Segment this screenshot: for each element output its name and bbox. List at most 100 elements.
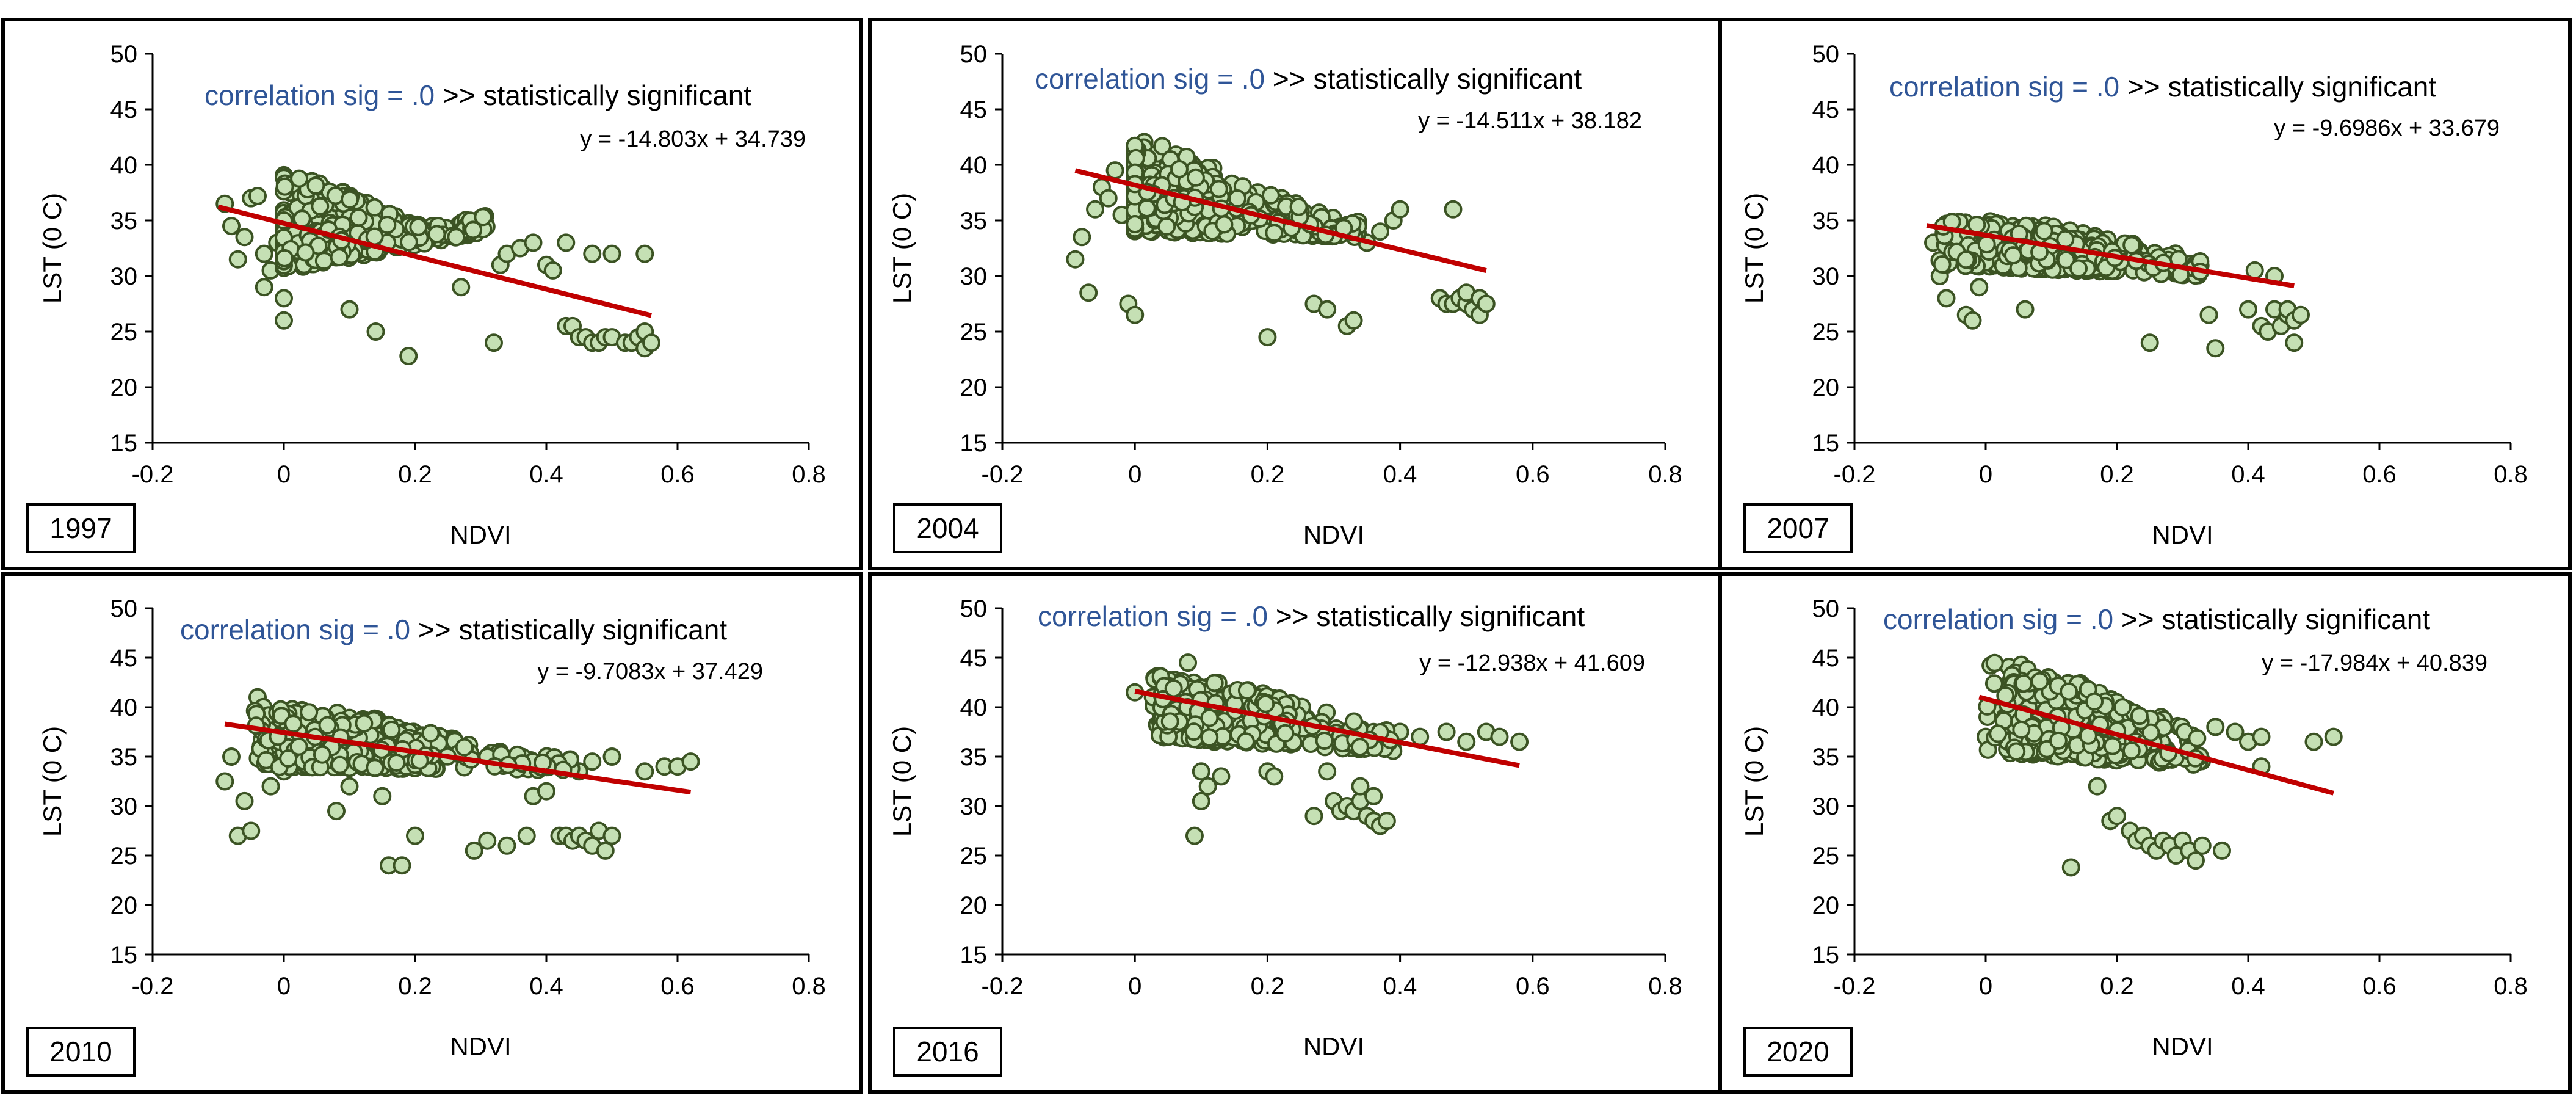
y-tick-label: 15 — [1812, 942, 1840, 969]
data-point — [1137, 198, 1156, 217]
data-point — [1198, 777, 1217, 796]
x-tick-label: 0.4 — [1383, 973, 1417, 1000]
significance-value: correlation sig = .0 — [1038, 600, 1268, 632]
data-point — [1152, 137, 1171, 156]
data-point — [1985, 653, 2004, 672]
x-tick-label: -0.2 — [1834, 973, 1876, 1000]
y-tick-label: 45 — [1812, 645, 1840, 672]
data-point — [340, 777, 359, 796]
data-point — [1209, 180, 1228, 198]
data-point — [349, 208, 368, 227]
data-point — [366, 758, 385, 777]
data-point — [242, 821, 261, 840]
y-tick-label: 25 — [110, 319, 138, 346]
data-point — [1236, 732, 1255, 751]
y-tick-label: 15 — [110, 430, 138, 457]
data-point — [313, 745, 331, 764]
data-point — [583, 244, 602, 263]
data-point — [2206, 339, 2225, 358]
x-tick-label: 0.4 — [2231, 461, 2265, 488]
data-point — [1205, 674, 1224, 693]
data-point — [327, 802, 346, 821]
data-point — [681, 752, 700, 771]
x-tick-label: 0.6 — [1516, 461, 1550, 488]
data-point — [399, 347, 418, 366]
significance-value: correlation sig = .0 — [180, 614, 410, 645]
y-tick-label: 40 — [1812, 152, 1840, 179]
year-label: 2016 — [916, 1036, 979, 1067]
y-tick-label: 30 — [960, 263, 988, 290]
data-point — [1411, 727, 1430, 746]
data-point — [1350, 738, 1369, 757]
data-point — [524, 233, 543, 252]
x-tick-label: 0.2 — [1251, 461, 1285, 488]
data-point — [2113, 698, 2132, 717]
regression-equation: y = -17.984x + 40.839 — [2262, 650, 2487, 676]
y-tick-label: 30 — [110, 793, 138, 820]
x-tick-label: 0.8 — [1648, 461, 1682, 488]
data-point — [1099, 189, 1118, 208]
data-point — [1351, 777, 1370, 796]
year-label-box — [1743, 503, 1853, 553]
data-point — [452, 278, 471, 297]
y-tick-label: 35 — [1812, 208, 1840, 235]
significance-annotation: correlation sig = .0 >> statistically si… — [1883, 603, 2430, 635]
significance-annotation: correlation sig = .0 >> statistically si… — [204, 79, 751, 111]
data-point — [635, 762, 654, 781]
data-point — [497, 836, 516, 855]
data-point — [596, 841, 615, 860]
y-tick-label: 20 — [1812, 374, 1840, 401]
y-tick-label: 35 — [1812, 744, 1840, 771]
data-point — [447, 228, 466, 247]
data-point — [2226, 722, 2245, 741]
regression-equation: y = -9.7083x + 37.429 — [537, 659, 763, 685]
y-tick-label: 50 — [960, 595, 988, 622]
data-point — [275, 311, 293, 330]
significance-text: >> statistically significant — [1265, 63, 1582, 95]
y-tick-label: 20 — [1812, 892, 1840, 919]
y-tick-label: 20 — [960, 374, 988, 401]
x-tick-label: -0.2 — [132, 973, 174, 1000]
data-point — [1192, 762, 1210, 781]
data-point — [1956, 250, 1975, 269]
data-point — [255, 278, 273, 297]
data-point — [341, 190, 360, 209]
chart-panel-1997: 15 20 25 30 35 40 45 50 -0.2 0 0.2 0.4 0.6 0.8 NDVI LST… — [1, 18, 863, 570]
data-point — [455, 738, 474, 757]
data-point — [1391, 200, 1409, 219]
year-label: 2020 — [1767, 1036, 1829, 1067]
y-tick-label: 45 — [110, 645, 138, 672]
y-tick-label: 45 — [1812, 96, 1840, 123]
data-point — [1933, 255, 1952, 274]
data-point — [1444, 200, 1463, 219]
data-point — [1228, 189, 1247, 208]
data-point — [1318, 300, 1337, 319]
data-point — [1105, 161, 1124, 180]
data-point — [602, 826, 621, 845]
data-point — [1963, 311, 1982, 330]
regression-equation: y = -14.511x + 38.182 — [1418, 108, 1642, 134]
data-point — [2199, 305, 2218, 324]
x-tick-label: 0.6 — [660, 973, 695, 1000]
data-point — [2140, 333, 2159, 352]
x-tick-label: -0.2 — [982, 461, 1024, 488]
y-tick-label: 25 — [960, 843, 988, 870]
chart-panel-2020: 15 20 25 30 35 40 45 50 -0.2 0 0.2 0.4 0.6 0.8 NDVI LST… — [1718, 572, 2572, 1094]
data-point — [427, 225, 446, 244]
y-tick-label: 20 — [110, 892, 138, 919]
significance-text: >> statistically significant — [2119, 71, 2436, 103]
trendline — [1978, 694, 2334, 796]
data-point — [2304, 732, 2323, 751]
data-point — [279, 749, 298, 768]
data-point — [2141, 723, 2160, 742]
x-tick-label: 0.8 — [792, 461, 826, 488]
data-point — [1364, 787, 1383, 805]
data-point — [311, 197, 330, 216]
data-point — [330, 248, 349, 267]
significance-annotation: correlation sig = .0 >> statistically si… — [1889, 71, 2436, 103]
data-point — [1970, 278, 1989, 297]
trendline — [1134, 689, 1520, 768]
data-point — [1937, 289, 1956, 308]
data-point — [318, 716, 337, 735]
y-tick-label: 50 — [110, 595, 138, 622]
